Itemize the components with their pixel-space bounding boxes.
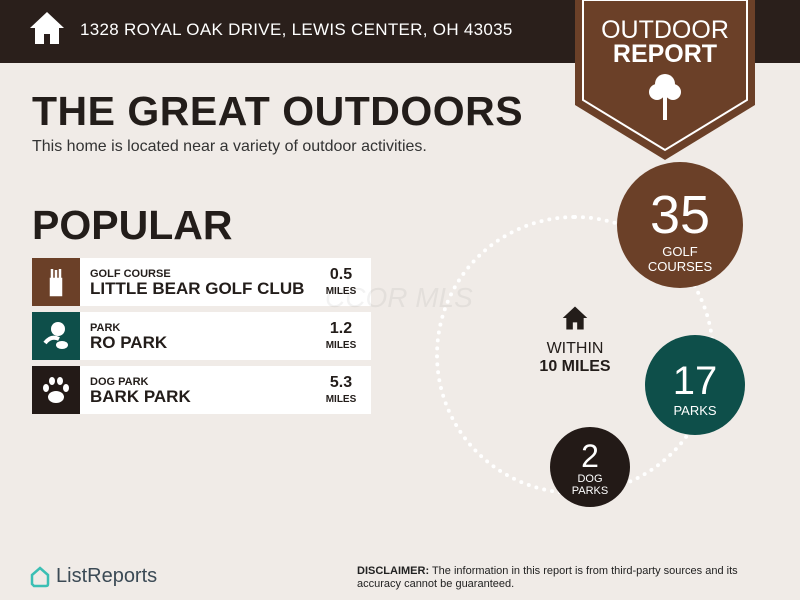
listreports-logo-icon — [30, 565, 50, 587]
page-subtitle: This home is located near a variety of o… — [32, 138, 427, 155]
golf-count-circle: 35 GOLF COURSES — [617, 162, 743, 288]
paw-icon — [32, 366, 80, 414]
list-item-golf: GOLF COURSE LITTLE BEAR GOLF CLUB 0.5 MI… — [32, 258, 371, 306]
park-count-circle: 17 PARKS — [645, 335, 745, 435]
distance-unit: MILES — [325, 340, 357, 351]
radius-line1: WITHIN — [546, 340, 604, 357]
radius-label: WITHIN 10 MILES — [520, 305, 630, 376]
count-value: 17 — [672, 359, 718, 403]
count-label: GOLF — [662, 244, 698, 259]
popular-heading: POPULAR — [32, 202, 233, 248]
list-item-dog-park: DOG PARK BARK PARK 5.3 MILES — [32, 366, 371, 414]
list-item-park: PARK RO PARK 1.2 MILES — [32, 312, 371, 360]
count-value: 2 — [581, 438, 599, 474]
distance: 0.5 — [329, 266, 353, 283]
count-label: DOG — [577, 473, 603, 485]
golf-bag-icon — [32, 258, 80, 306]
place-name: RO PARK — [90, 333, 168, 352]
page-title: THE GREAT OUTDOORS — [32, 88, 524, 134]
distance: 1.2 — [329, 320, 353, 337]
distance: 5.3 — [329, 374, 353, 391]
category: DOG PARK — [90, 376, 149, 388]
count-value: 35 — [649, 185, 711, 245]
address: 1328 ROYAL OAK DRIVE, LEWIS CENTER, OH 4… — [80, 20, 513, 39]
category: GOLF COURSE — [90, 268, 171, 280]
disclaimer: DISCLAIMER: The information in this repo… — [357, 565, 777, 591]
listreports-logo: ListReports — [30, 565, 157, 588]
place-name: BARK PARK — [90, 387, 191, 406]
disclaimer-text: The information in this report is from t… — [357, 565, 738, 590]
home-icon — [562, 306, 588, 330]
count-label: PARKS — [673, 403, 717, 418]
logo-text: ListReports — [56, 565, 158, 587]
distance-unit: MILES — [325, 286, 357, 297]
tree-icon — [649, 74, 681, 120]
radius-line2: 10 MILES — [539, 358, 611, 375]
outdoor-report-badge: OUTDOOR REPORT — [575, 0, 755, 160]
park-icon — [32, 312, 80, 360]
count-label: PARKS — [571, 485, 609, 497]
badge-line1: OUTDOOR — [601, 16, 729, 44]
disclaimer-label: DISCLAIMER: — [357, 565, 430, 577]
badge-line2: REPORT — [612, 40, 718, 68]
distance-unit: MILES — [325, 394, 357, 405]
category: PARK — [90, 322, 121, 334]
place-name: LITTLE BEAR GOLF CLUB — [90, 279, 305, 298]
home-icon — [30, 12, 64, 44]
dog-park-count-circle: 2 DOG PARKS — [550, 427, 630, 507]
count-label: COURSES — [647, 259, 713, 274]
